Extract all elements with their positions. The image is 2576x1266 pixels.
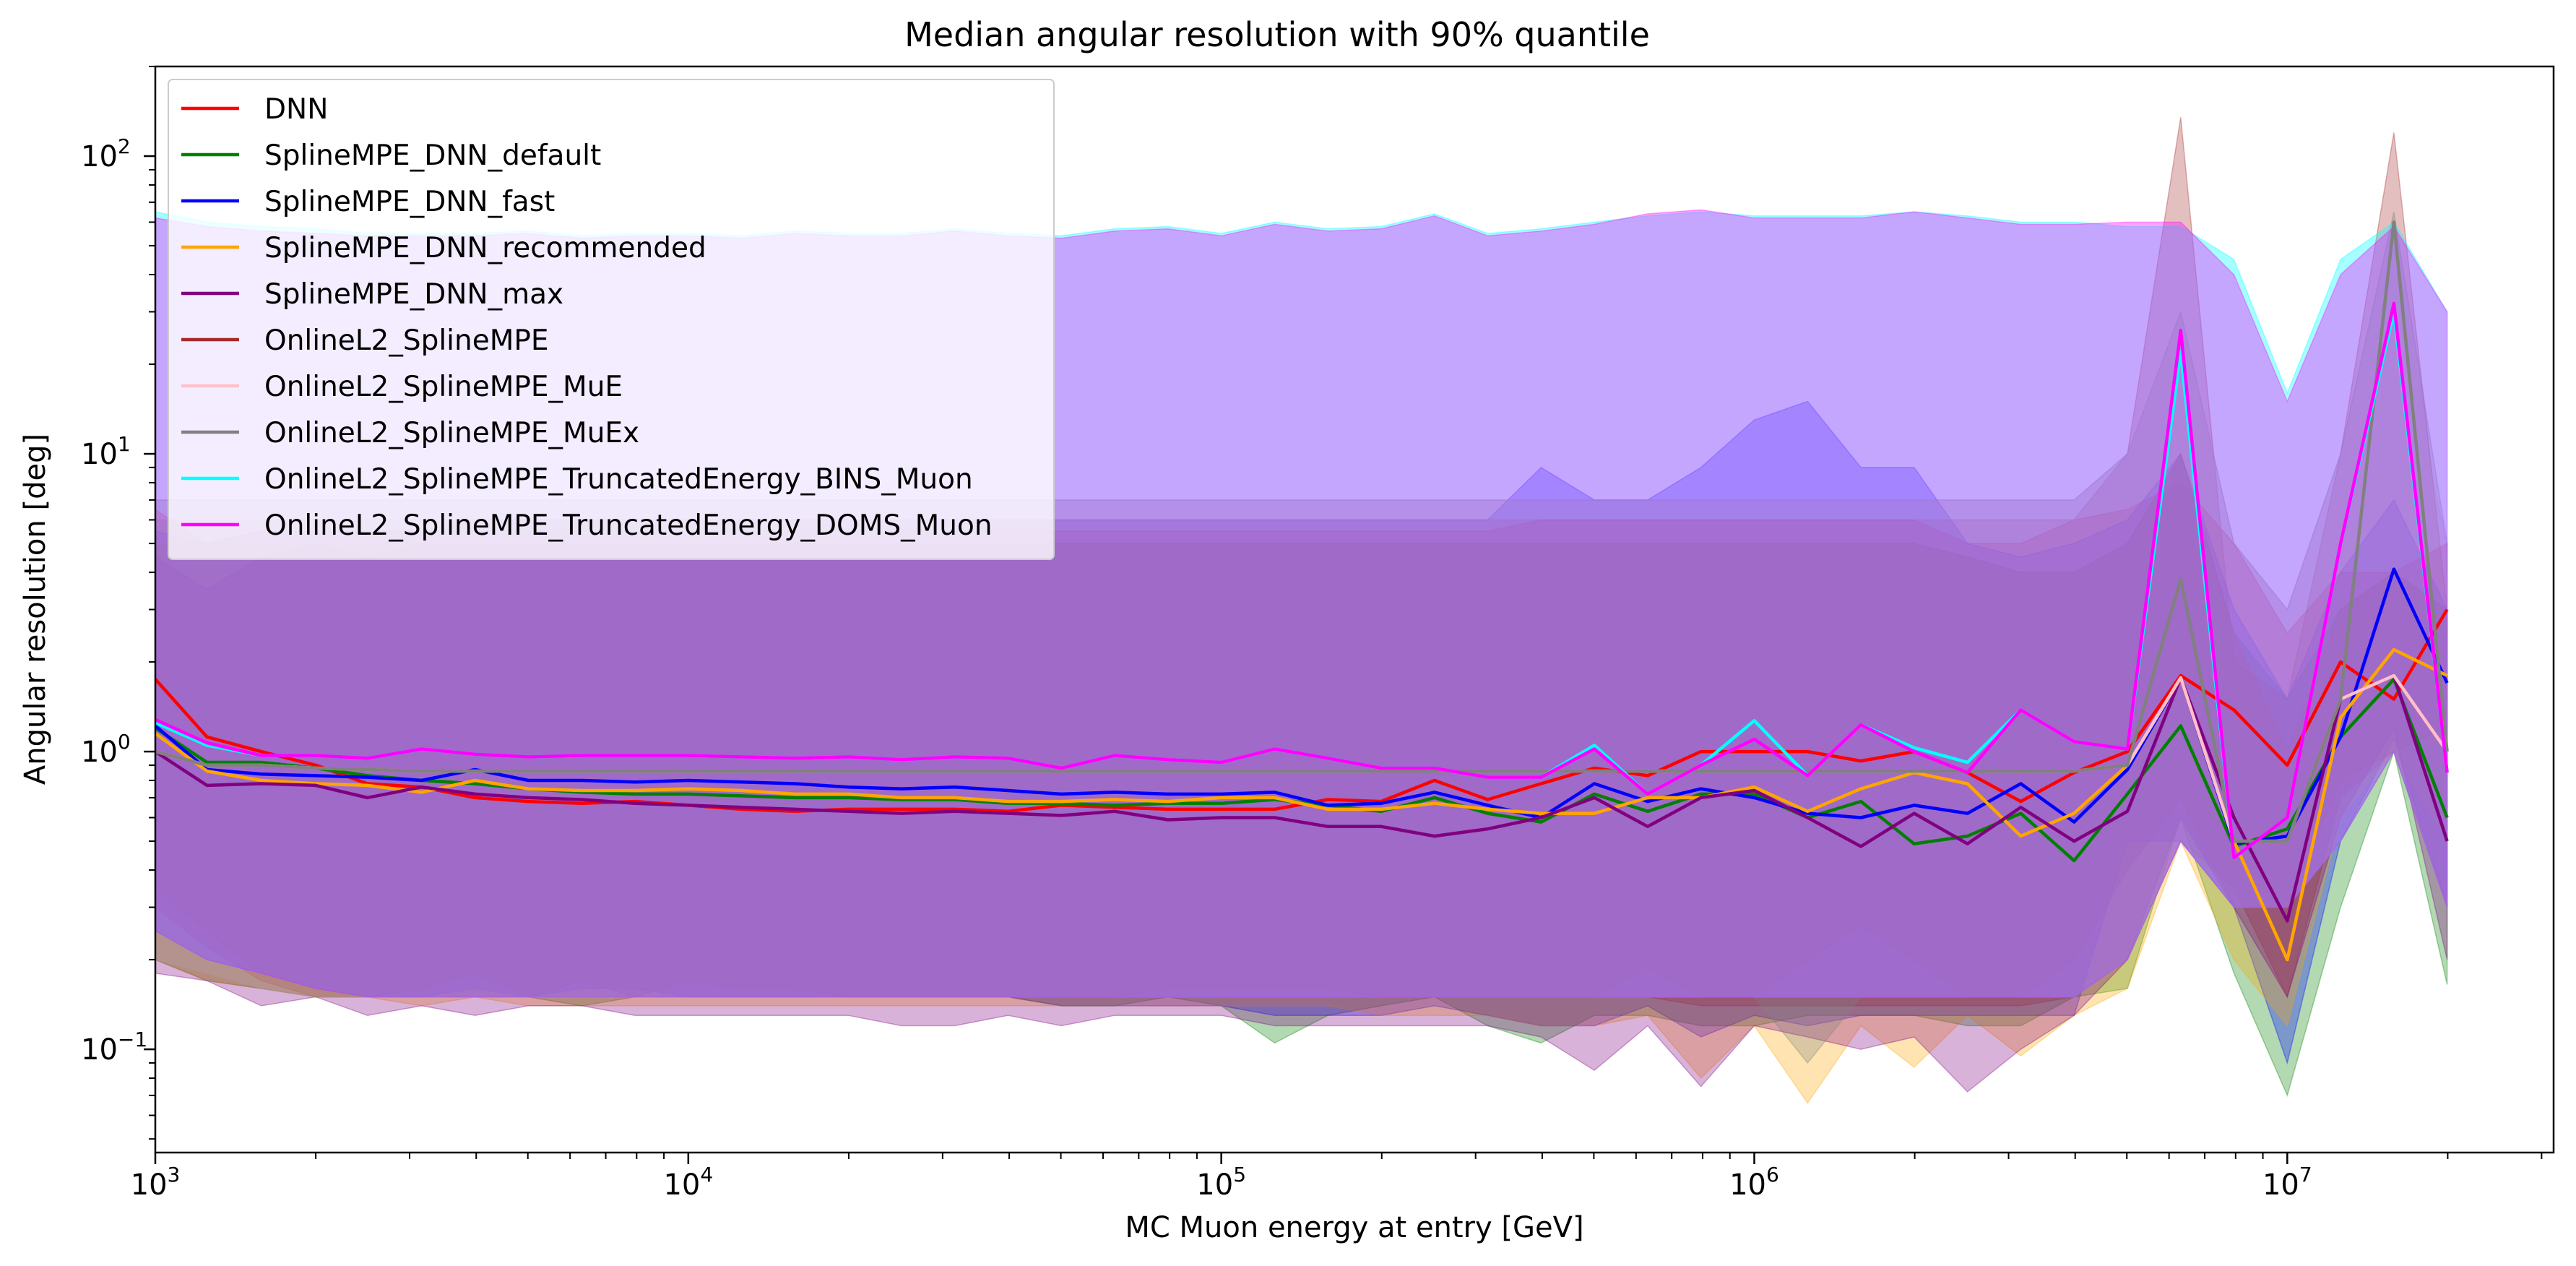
y-tick-exponent: −1: [118, 1028, 147, 1051]
x-tick-exponent: 4: [700, 1163, 713, 1187]
x-tick-base: 10: [131, 1168, 168, 1202]
y-tick-label: 101: [81, 432, 131, 471]
series-line-7: [155, 220, 2449, 843]
y-tick-base: 10: [81, 438, 118, 471]
x-tick-base: 10: [2262, 1168, 2299, 1202]
y-axis-label: Angular resolution [deg]: [19, 434, 52, 785]
x-tick-label: 106: [1729, 1163, 1779, 1202]
legend: DNN SplineMPE_DNN_default SplineMPE_DNN_fa…: [168, 79, 1055, 560]
series-line-4: [155, 673, 2449, 923]
x-tick-base: 10: [1729, 1168, 1766, 1202]
x-tick-exponent: 3: [168, 1163, 181, 1187]
x-tick-label: 105: [1196, 1163, 1246, 1202]
legend-box: [168, 79, 1055, 560]
x-tick-exponent: 7: [2299, 1163, 2312, 1187]
x-tick-base: 10: [663, 1168, 700, 1202]
x-tick-base: 10: [1196, 1168, 1233, 1202]
y-tick-base: 10: [81, 736, 118, 769]
legend-label-0: DNN: [264, 93, 328, 126]
x-tick-exponent: 5: [1233, 1163, 1246, 1187]
legend-label-9: OnlineL2_SplineMPE_TruncatedEnergy_DOMS_…: [264, 509, 993, 542]
y-tick-exponent: 1: [118, 432, 131, 456]
legend-label-5: OnlineL2_SplineMPE: [264, 324, 549, 357]
x-axis-label: MC Muon energy at entry [GeV]: [1125, 1211, 1583, 1244]
legend-label-6: OnlineL2_SplineMPE_MuE: [264, 371, 623, 403]
y-tick-exponent: 2: [118, 134, 131, 158]
median-lines: [155, 220, 2449, 962]
x-tick-exponent: 6: [1766, 1163, 1779, 1187]
y-tick-base: 10: [81, 1033, 118, 1067]
y-tick-label: 102: [81, 134, 131, 173]
y-tick-label: 10−1: [81, 1028, 147, 1067]
y-tick-exponent: 0: [118, 730, 131, 754]
y-tick-base: 10: [81, 140, 118, 173]
x-tick-label: 107: [2262, 1163, 2312, 1202]
x-axis: 103 104 105 106 107: [131, 1153, 2543, 1202]
legend-label-4: SplineMPE_DNN_max: [264, 278, 563, 311]
series-line-3: [155, 647, 2448, 962]
y-tick-label: 100: [81, 730, 131, 769]
chart-title: Median angular resolution with 90% quant…: [904, 15, 1650, 54]
series-line-9: [155, 301, 2449, 860]
legend-label-7: OnlineL2_SplineMPE_MuEx: [264, 417, 639, 449]
x-tick-label: 104: [663, 1163, 713, 1202]
legend-label-2: SplineMPE_DNN_fast: [264, 186, 555, 218]
x-tick-label: 103: [131, 1163, 181, 1202]
legend-label-3: SplineMPE_DNN_recommended: [264, 232, 706, 264]
legend-label-1: SplineMPE_DNN_default: [264, 139, 601, 172]
legend-label-8: OnlineL2_SplineMPE_TruncatedEnergy_BINS_…: [264, 463, 973, 496]
